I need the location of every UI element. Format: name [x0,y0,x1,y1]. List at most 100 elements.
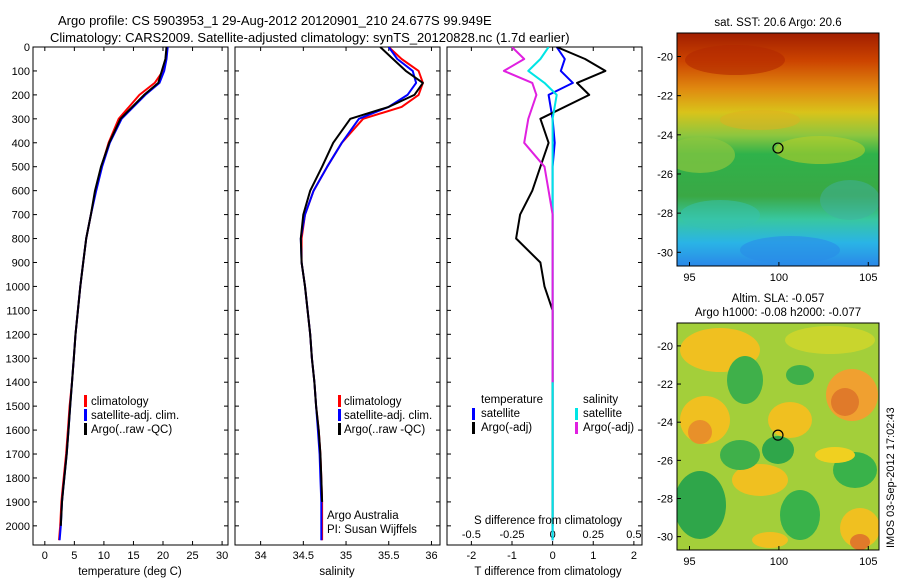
sst-map-lat-label: -30 [657,247,673,259]
sla-map-lon-label: 100 [770,556,788,568]
depth-tick-label: 2000 [6,521,30,533]
sla-map-lon-label: 105 [859,556,877,568]
sla-map-lat-label: -26 [657,455,673,467]
legend-label-satellite-adj: satellite-adj. clim. [91,410,179,422]
t-difference-tick-label: -2 [466,550,476,562]
sst-map-panel: sat. SST: 20.6 Argo: 20.6 95 100 105 -20 -22… [657,17,880,284]
legend-swatch-s-satellite [575,408,578,420]
credit-line1: Argo Australia [327,510,399,522]
sst-map-lon-label: 95 [683,272,695,284]
credit-line2: PI: Susan Wijffels [327,524,417,536]
figure-title-line1: Argo profile: CS 5903953_1 29-Aug-2012 2… [58,13,492,28]
sla-map-title-line1: Altim. SLA: -0.057 [732,293,825,305]
temperature-profiles [58,47,169,541]
sla-map-lat-label: -24 [657,417,673,429]
sla-map-title-line2: Argo h1000: -0.08 h2000: -0.077 [695,307,861,319]
depth-tick-label: 1200 [6,329,30,341]
temperature-panel: 0100200300400500600700800900100011001200… [6,42,229,578]
sst-argo-position-marker [772,142,784,154]
salinity-xlabel: salinity [319,566,354,578]
legend-title-salinity: salinity [583,394,618,406]
depth-tick-label: 400 [12,138,30,150]
sla-map-frame [676,322,880,551]
depth-tick-label: 0 [24,42,30,54]
temperature-legend: climatology satellite-adj. clim. Argo(..… [84,395,179,436]
sst-map-lat-label: -22 [657,91,673,103]
s-difference-tick-label: 0.25 [583,529,604,541]
temperature-tick-label: 10 [98,550,110,562]
temperature-axes-box [32,46,229,546]
depth-tick-label: 1500 [6,401,30,413]
sst-map-frame [676,32,880,267]
temperature-tick-label: 30 [216,550,228,562]
depth-axis-ticks: 0 100 200 300 400 500 600 700 800 900 1000 1100 1200… [6,42,228,533]
legend-swatch-t-argo [472,422,475,434]
s-difference-tick-label: 0.5 [626,529,641,541]
sla-argo-position-marker [772,429,784,441]
temperature-xlabel: temperature (deg C) [78,566,182,578]
sla-map-ticks: 95 100 105 -20 -22 -24 -26 -28 -30 [657,341,877,568]
sst-map-lat-label: -24 [657,130,673,142]
salinity-tick-label: 34 [255,550,267,562]
legend-swatch-t-satellite [472,408,475,420]
legend-label-t-satellite: satellite [481,408,520,420]
depth-tick-label: 1700 [6,449,30,461]
salinity-tick-label: 36 [425,550,437,562]
difference-legend: temperature salinity satellite Argo(-adj… [472,394,634,434]
sst-map-lat-label: -28 [657,208,673,220]
series-line-argo-raw-qc- [299,47,424,502]
legend-swatch-argo [84,423,87,435]
depth-tick-label: 700 [12,210,30,222]
depth-tick-label: 100 [12,66,30,78]
temperature-tick-label: 0 [42,550,48,562]
sst-map-ticks: 95 100 105 -20 -22 -24 -26 -28 -30 [657,51,877,284]
salinity-depth-ticks [235,46,440,527]
depth-tick-label: 500 [12,162,30,174]
depth-tick-label: 1800 [6,473,30,485]
figure-title-line2: Climatology: CARS2009. Satellite-adjuste… [50,30,570,45]
depth-tick-label: 600 [12,186,30,198]
difference-panel: -2 -1 0 1 2-0.5 -0.25 0 0.25 0.5 S difference fr… [446,46,643,578]
difference-axes-box [446,46,643,546]
difference-profiles [502,47,607,541]
timestamp-stamp: IMOS 03-Sep-2012 17:02:43 [885,407,897,548]
sla-map-lat-label: -28 [657,493,673,505]
depth-tick-label: 300 [12,114,30,126]
sla-map-lat-label: -22 [657,379,673,391]
depth-tick-label: 1900 [6,497,30,509]
difference-depth-ticks [447,46,642,527]
legend-swatch-satellite-adj [84,409,87,421]
salinity-axis-ticks: 34 34.5 35 35.5 36 [255,47,438,562]
s-difference-label: S difference from climatology [474,515,622,527]
legend-swatch-s-argo [575,422,578,434]
salinity-tick-label: 35.5 [378,550,399,562]
sst-map-field [677,33,879,266]
legend-label-satellite-adj-s: satellite-adj. clim. [344,410,432,422]
salinity-tick-label: 35 [340,550,352,562]
series-line-salinity-argo-adj- [502,47,554,383]
depth-tick-label: 1300 [6,353,30,365]
t-difference-tick-label: 1 [590,550,596,562]
legend-label-argo: Argo(..raw -QC) [91,424,172,436]
legend-label-s-argo: Argo(-adj) [583,422,634,434]
sla-map-field [677,323,879,550]
salinity-axes-box [234,46,441,546]
legend-swatch-climatology-s [338,395,341,407]
depth-tick-label: 800 [12,234,30,246]
legend-label-climatology-s: climatology [344,396,402,408]
depth-tick-label: 1400 [6,377,30,389]
temperature-tick-label: 25 [186,550,198,562]
depth-tick-label: 900 [12,257,30,269]
s-difference-tick-label: -0.25 [499,529,524,541]
temperature-tick-label: 5 [71,550,77,562]
sla-map-lat-label: -30 [657,532,673,544]
sla-map-lat-label: -20 [657,341,673,353]
series-line-argo-raw-qc- [59,47,168,526]
sla-map-lon-label: 95 [683,556,695,568]
salinity-profiles [299,47,424,541]
sst-map-lon-label: 100 [770,272,788,284]
temperature-tick-label: 15 [127,550,139,562]
salinity-panel: 34 34.5 35 35.5 36 salinity climatology sate… [234,46,441,578]
t-difference-label: T difference from climatology [474,566,621,578]
